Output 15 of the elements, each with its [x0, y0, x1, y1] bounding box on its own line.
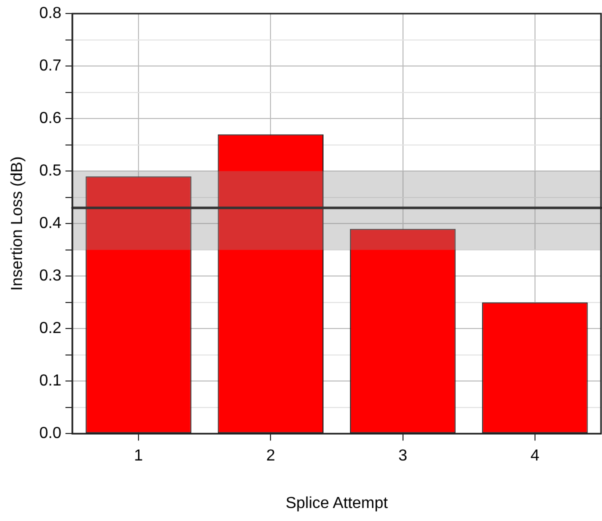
y-tick-label: 0.7: [39, 58, 62, 75]
x-tick-label: 1: [134, 448, 144, 465]
x-tick-label: 2: [266, 448, 276, 465]
y-tick-label: 0.0: [39, 425, 62, 442]
y-tick-label: 0.8: [39, 5, 62, 22]
y-tick-label: 0.5: [39, 162, 62, 180]
x-tick-label: 4: [530, 448, 540, 465]
y-tick-label: 0.1: [39, 372, 62, 390]
y-tick-label: 0.4: [39, 215, 62, 232]
x-tick-label: 3: [398, 448, 408, 465]
y-axis-title: Insertion Loss (dB): [9, 156, 26, 291]
x-axis-title: Splice Attempt: [286, 494, 388, 512]
y-tick-label: 0.6: [39, 110, 62, 128]
y-tick-label: 0.2: [39, 320, 62, 338]
y-tick-label: 0.3: [39, 268, 62, 285]
